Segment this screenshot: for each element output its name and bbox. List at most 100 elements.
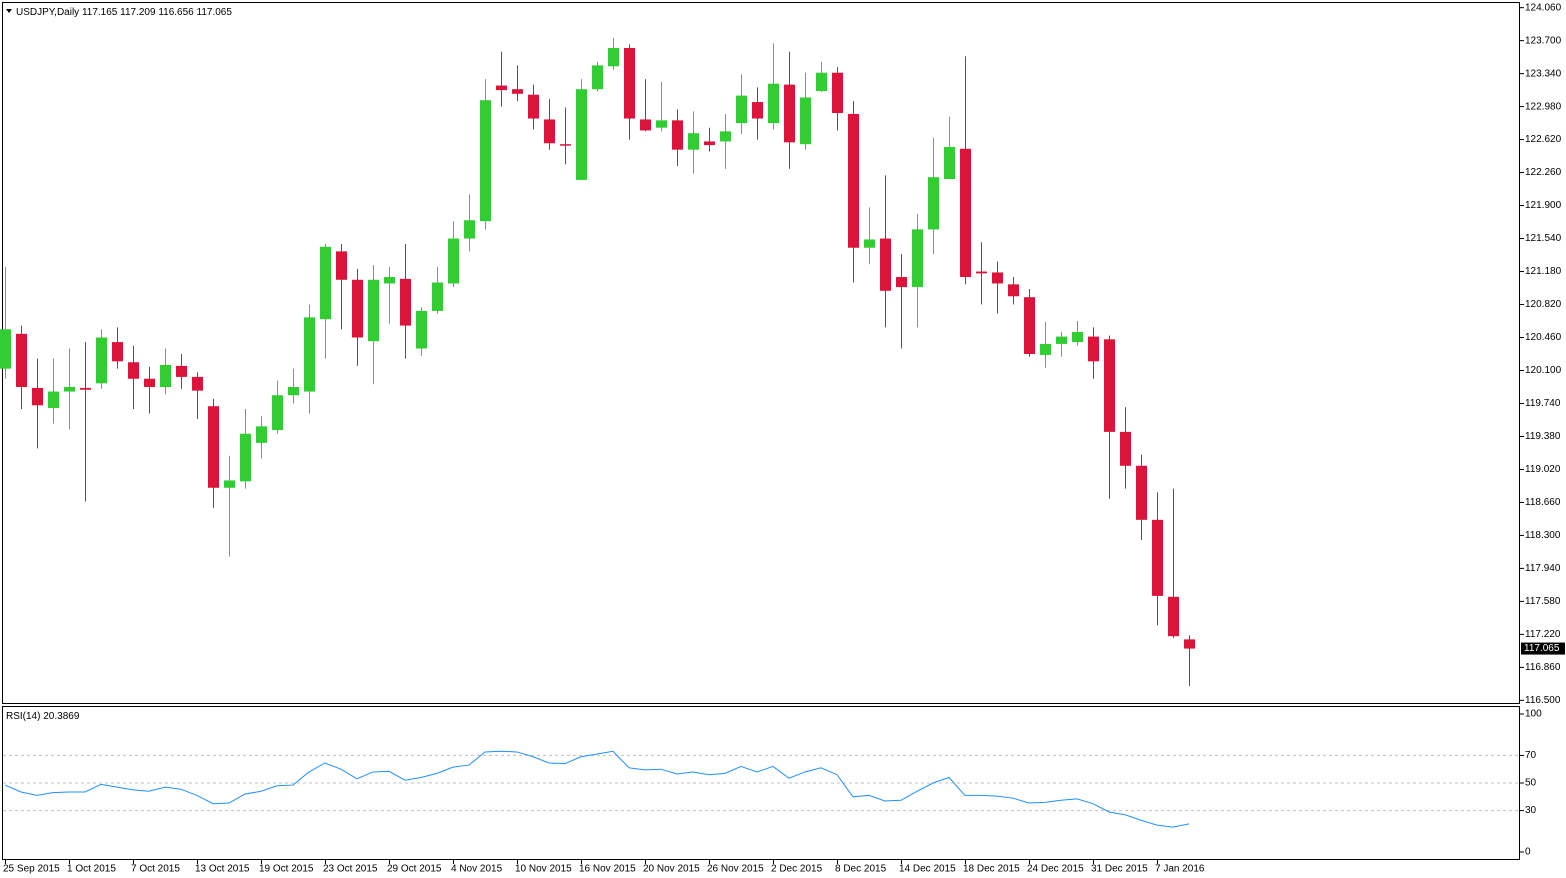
x-tick-label: 8 Dec 2015 bbox=[835, 864, 887, 875]
rsi-line bbox=[4, 750, 1190, 828]
candle-body bbox=[720, 131, 731, 142]
candle-body bbox=[1184, 639, 1195, 649]
candle-body bbox=[848, 113, 859, 248]
ohlc-open: 117.165 bbox=[82, 7, 118, 18]
x-tick-label: 25 Sep 2015 bbox=[3, 864, 60, 875]
y-tick-label: 124.060 bbox=[1525, 2, 1562, 13]
candle-body bbox=[80, 387, 91, 390]
candle-body bbox=[1088, 336, 1099, 362]
y-tick-label: 118.660 bbox=[1525, 497, 1561, 508]
candle-body bbox=[1024, 297, 1035, 354]
y-tick-label: 119.740 bbox=[1525, 398, 1561, 409]
candle-body bbox=[240, 433, 251, 482]
candle-body bbox=[576, 89, 587, 180]
candle-body bbox=[192, 376, 203, 391]
y-tick-label: 116.500 bbox=[1525, 695, 1561, 706]
candle-body bbox=[384, 277, 395, 284]
candle-body bbox=[320, 246, 331, 320]
candle-body bbox=[704, 141, 715, 146]
current-price-box bbox=[1521, 642, 1565, 655]
y-tick-label: 120.820 bbox=[1525, 299, 1562, 310]
candle-body bbox=[560, 144, 571, 146]
candle-body bbox=[1072, 332, 1083, 343]
candle-body bbox=[960, 148, 971, 278]
x-tick-label: 24 Dec 2015 bbox=[1027, 864, 1084, 875]
x-tick-label: 20 Nov 2015 bbox=[643, 864, 700, 875]
candle-body bbox=[1056, 336, 1067, 344]
candle-body bbox=[16, 333, 27, 387]
candle-body bbox=[864, 239, 875, 248]
candle-body bbox=[304, 317, 315, 392]
candle-body bbox=[288, 386, 299, 396]
candle-body bbox=[672, 120, 683, 150]
candle-body bbox=[480, 100, 491, 222]
x-tick-label: 19 Oct 2015 bbox=[259, 864, 314, 875]
candle-body bbox=[912, 229, 923, 288]
chart-header: USDJPY,Daily 117.165 117.209 116.656 117… bbox=[16, 7, 232, 18]
y-tick-label: 70 bbox=[1525, 750, 1537, 761]
candle-body bbox=[352, 279, 363, 338]
y-tick-label: 121.180 bbox=[1525, 266, 1562, 277]
y-tick-label: 123.340 bbox=[1525, 68, 1562, 79]
x-tick-label: 26 Nov 2015 bbox=[707, 864, 764, 875]
y-tick-label: 119.380 bbox=[1525, 431, 1561, 442]
y-tick-label: 0 bbox=[1525, 847, 1531, 858]
candle-body bbox=[208, 406, 219, 488]
y-tick-label: 50 bbox=[1525, 778, 1537, 789]
candle-body bbox=[176, 365, 187, 377]
candle-body bbox=[512, 89, 523, 94]
rsi-header: RSI(14) 20.3869 bbox=[6, 711, 80, 722]
x-tick-label: 10 Nov 2015 bbox=[515, 864, 572, 875]
x-tick-label: 4 Nov 2015 bbox=[451, 864, 503, 875]
x-tick-label: 2 Dec 2015 bbox=[771, 864, 823, 875]
candle-body bbox=[736, 95, 747, 124]
y-tick-label: 121.900 bbox=[1525, 200, 1562, 211]
rsi-value: 20.3869 bbox=[43, 711, 80, 722]
candle-body bbox=[816, 72, 827, 92]
candle-body bbox=[656, 120, 667, 128]
y-tick-label: 122.620 bbox=[1525, 134, 1562, 145]
candle-body bbox=[832, 72, 843, 114]
y-tick-label: 120.460 bbox=[1525, 332, 1562, 343]
x-tick-label: 7 Jan 2016 bbox=[1155, 864, 1205, 875]
y-tick-label: 123.700 bbox=[1525, 35, 1562, 46]
candle-body bbox=[272, 395, 283, 431]
ohlc-low: 116.656 bbox=[158, 7, 194, 18]
y-tick-label: 117.220 bbox=[1525, 629, 1561, 640]
candle-body bbox=[64, 386, 75, 392]
candle-body bbox=[976, 271, 987, 274]
candle-body bbox=[928, 177, 939, 230]
x-tick-label: 31 Dec 2015 bbox=[1091, 864, 1148, 875]
y-tick-label: 122.980 bbox=[1525, 101, 1562, 112]
candle-body bbox=[1120, 431, 1131, 466]
candle-body bbox=[784, 84, 795, 143]
candle-body bbox=[128, 362, 139, 379]
x-tick-label: 7 Oct 2015 bbox=[131, 864, 180, 875]
candle-body bbox=[496, 85, 507, 91]
candle-body bbox=[544, 119, 555, 144]
ohlc-high: 117.209 bbox=[120, 7, 156, 18]
x-tick-label: 1 Oct 2015 bbox=[67, 864, 116, 875]
candle-body bbox=[880, 238, 891, 291]
y-tick-label: 120.100 bbox=[1525, 365, 1562, 376]
candle-body bbox=[592, 65, 603, 90]
candle-body bbox=[448, 238, 459, 284]
x-tick-label: 14 Dec 2015 bbox=[899, 864, 956, 875]
candle-body bbox=[160, 364, 171, 387]
candle-body bbox=[528, 94, 539, 119]
candle-body bbox=[400, 278, 411, 326]
y-tick-label: 117.580 bbox=[1525, 596, 1561, 607]
candle-body bbox=[752, 102, 763, 119]
x-tick-label: 13 Oct 2015 bbox=[195, 864, 250, 875]
candle-body bbox=[416, 310, 427, 349]
candle-body bbox=[800, 97, 811, 145]
menu-arrow[interactable] bbox=[6, 9, 12, 13]
candle-body bbox=[624, 47, 635, 119]
y-tick-label: 100 bbox=[1525, 709, 1542, 720]
candle-body bbox=[1152, 519, 1163, 596]
y-tick-label: 116.860 bbox=[1525, 662, 1561, 673]
candle-body bbox=[1008, 284, 1019, 297]
candle-body bbox=[464, 220, 475, 239]
candle-body bbox=[48, 391, 59, 409]
